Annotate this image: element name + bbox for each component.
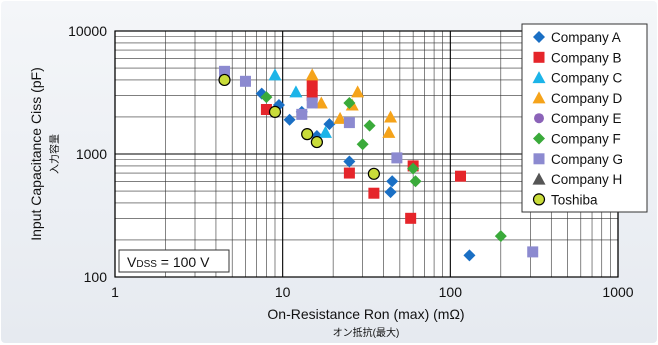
legend-label: Company H	[551, 172, 622, 187]
y-tick-label: 100	[84, 269, 108, 285]
data-point	[527, 246, 539, 258]
data-point	[455, 170, 467, 182]
legend-label: Company E	[551, 111, 622, 126]
legend-marker	[532, 91, 546, 104]
annotation-frame	[118, 249, 230, 273]
legend-label: Company G	[551, 152, 623, 167]
annotation-main: V	[127, 254, 137, 270]
y-tick-label: 10000	[68, 23, 107, 39]
y-axis-label-ja: 入力容量	[48, 134, 61, 174]
data-point	[268, 105, 282, 118]
data-point	[219, 65, 231, 77]
data-point	[494, 230, 507, 243]
data-point	[218, 73, 231, 87]
legend-label: Company B	[551, 50, 622, 65]
y-tick-label: 1000	[76, 146, 107, 162]
x-tick-label: 10	[275, 284, 291, 300]
data-point	[463, 249, 476, 262]
legend-marker	[532, 71, 546, 84]
data-point	[306, 97, 318, 109]
data-point	[368, 187, 380, 199]
tick-labels: 1 10 100 1000 100 1000 10000	[68, 23, 634, 300]
legend-marker	[533, 51, 545, 63]
data-point	[333, 111, 347, 124]
data-point	[283, 113, 296, 126]
data-point	[382, 125, 396, 138]
data-point	[356, 138, 369, 151]
data-point	[306, 80, 318, 92]
legend-marker	[533, 153, 545, 165]
data-point	[314, 96, 328, 109]
data-point	[384, 186, 397, 199]
data-point	[289, 85, 303, 98]
data-point	[296, 108, 308, 120]
legend-marker	[532, 193, 546, 206]
data-point	[409, 175, 422, 188]
annotation-rest: = 100 V	[157, 254, 210, 270]
data-point	[363, 119, 376, 132]
data-point	[310, 135, 323, 149]
data-point	[384, 110, 398, 123]
data-points	[218, 65, 539, 262]
data-point	[343, 155, 356, 168]
x-tick-label: 100	[439, 284, 463, 300]
data-point	[367, 167, 380, 180]
x-tick-label: 1	[111, 284, 119, 300]
data-point	[343, 167, 355, 179]
data-point	[318, 125, 332, 138]
legend-marker	[533, 31, 545, 43]
data-point	[351, 85, 365, 98]
data-point	[305, 68, 319, 81]
data-point	[343, 96, 356, 109]
x-tick-label: 1000	[602, 284, 633, 300]
data-point	[386, 175, 399, 188]
legend-marker	[534, 113, 544, 124]
data-point	[239, 75, 251, 87]
x-axis-label: On-Resistance Ron (max) (mΩ)	[267, 306, 464, 322]
legend-marker	[532, 172, 546, 185]
data-point	[391, 152, 403, 164]
legend-label: Company C	[551, 71, 623, 86]
legend-label: Company F	[551, 132, 621, 147]
legend-label: Company A	[551, 30, 621, 45]
legend-label: Company D	[551, 91, 623, 106]
data-point	[405, 212, 417, 224]
data-point	[306, 89, 318, 101]
annotation-sub: DSS	[136, 259, 157, 270]
y-axis-label: Input Capacitance Ciss (pF)	[28, 67, 44, 241]
data-point	[260, 104, 272, 116]
annotation-text: VDSS = 100 V	[127, 254, 210, 270]
data-point	[301, 128, 314, 141]
annotation-box: VDSS = 100 V	[118, 249, 230, 273]
legend-marker	[533, 132, 545, 145]
x-axis-label-ja: オン抵抗(最大)	[333, 326, 400, 339]
data-point	[343, 117, 355, 129]
legend: Company A Company B Company C Company D Comp…	[521, 23, 648, 213]
data-point	[323, 118, 336, 131]
data-point	[260, 91, 273, 104]
data-point	[407, 162, 420, 175]
data-point	[268, 68, 282, 81]
legend-label: Toshiba	[551, 192, 598, 207]
